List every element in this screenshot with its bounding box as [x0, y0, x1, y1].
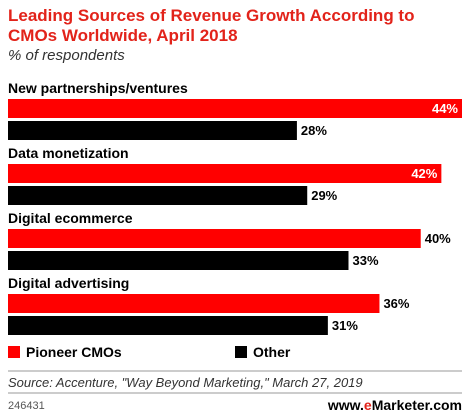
category-label-new-partnerships-ventures: New partnerships/ventures — [8, 80, 188, 96]
bar-group: New partnerships/ventures 44% 28% Data mone… — [8, 80, 462, 335]
source-note: Source: Accenture, "Way Beyond Marketing… — [8, 375, 363, 390]
brand-prefix: www. — [327, 397, 364, 413]
bar-pioneer-cmos-digital-ecommerce — [8, 229, 421, 248]
legend-label-pioneer-cmos: Pioneer CMOs — [26, 344, 122, 360]
category-label-data-monetization: Data monetization — [8, 145, 129, 161]
data-label-pioneer-cmos-digital-advertising: 36% — [383, 296, 409, 311]
bar-pioneer-cmos-data-monetization — [8, 164, 442, 183]
chart-title-line-1: Leading Sources of Revenue Growth Accord… — [8, 6, 414, 25]
chart-subtitle: % of respondents — [8, 47, 125, 64]
data-label-other-data-monetization: 29% — [311, 188, 337, 203]
bar-other-data-monetization — [8, 186, 308, 205]
data-label-pioneer-cmos-new-partnerships-ventures: 44% — [432, 101, 458, 116]
chart-title-line-2: CMOs Worldwide, April 2018 — [8, 26, 238, 45]
data-label-other-digital-advertising: 31% — [332, 318, 358, 333]
bar-other-new-partnerships-ventures — [8, 121, 297, 140]
legend-swatch-other — [235, 346, 247, 358]
emarketer-logo[interactable]: www.eMarketer.com — [327, 397, 462, 413]
data-label-pioneer-cmos-data-monetization: 42% — [411, 166, 437, 181]
chart-id: 246431 — [8, 400, 45, 412]
data-label-other-new-partnerships-ventures: 28% — [301, 123, 327, 138]
bar-pioneer-cmos-digital-advertising — [8, 294, 380, 313]
bar-other-digital-advertising — [8, 316, 328, 335]
legend-swatch-pioneer-cmos — [8, 346, 20, 358]
data-label-pioneer-cmos-digital-ecommerce: 40% — [425, 231, 451, 246]
brand-e: e — [364, 397, 372, 413]
category-label-digital-advertising: Digital advertising — [8, 275, 129, 291]
category-label-digital-ecommerce: Digital ecommerce — [8, 210, 133, 226]
data-label-other-digital-ecommerce: 33% — [353, 253, 379, 268]
legend-label-other: Other — [253, 344, 291, 360]
bar-pioneer-cmos-new-partnerships-ventures — [8, 99, 462, 118]
brand-rest: Marketer.com — [372, 397, 462, 413]
bar-other-digital-ecommerce — [8, 251, 349, 270]
legend: Pioneer CMOs Other — [8, 344, 291, 360]
